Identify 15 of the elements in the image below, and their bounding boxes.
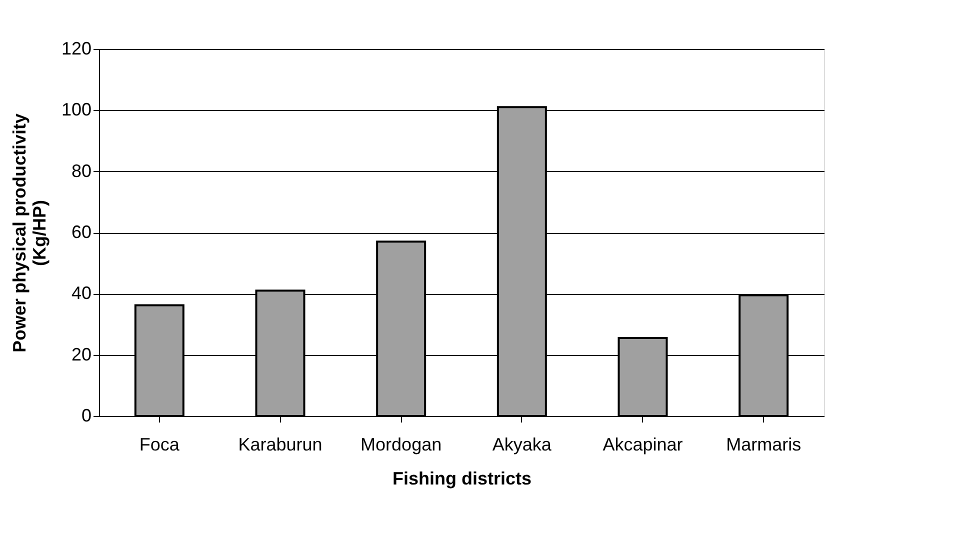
y-tick-label: 80 xyxy=(71,160,92,181)
x-tick-label: Marmaris xyxy=(726,434,802,454)
y-tick-label: 60 xyxy=(71,222,92,242)
x-tick-label: Mordogan xyxy=(360,434,442,454)
x-axis-title: Fishing districts xyxy=(392,468,532,488)
x-tick-label: Foca xyxy=(139,434,180,454)
y-tick-label: 120 xyxy=(61,38,92,58)
x-tick-label: Akcapinar xyxy=(602,434,683,454)
y-tick-label: 100 xyxy=(61,100,92,120)
y-tick-label: 40 xyxy=(71,283,92,304)
x-tick-label: Karaburun xyxy=(238,434,322,454)
x-tick-label: Akyaka xyxy=(492,434,552,454)
y-tick-label: 0 xyxy=(81,406,92,426)
y-tick-label: 20 xyxy=(71,344,92,364)
y-axis-title: Power physical productivity (Kg/HP) xyxy=(9,113,50,353)
